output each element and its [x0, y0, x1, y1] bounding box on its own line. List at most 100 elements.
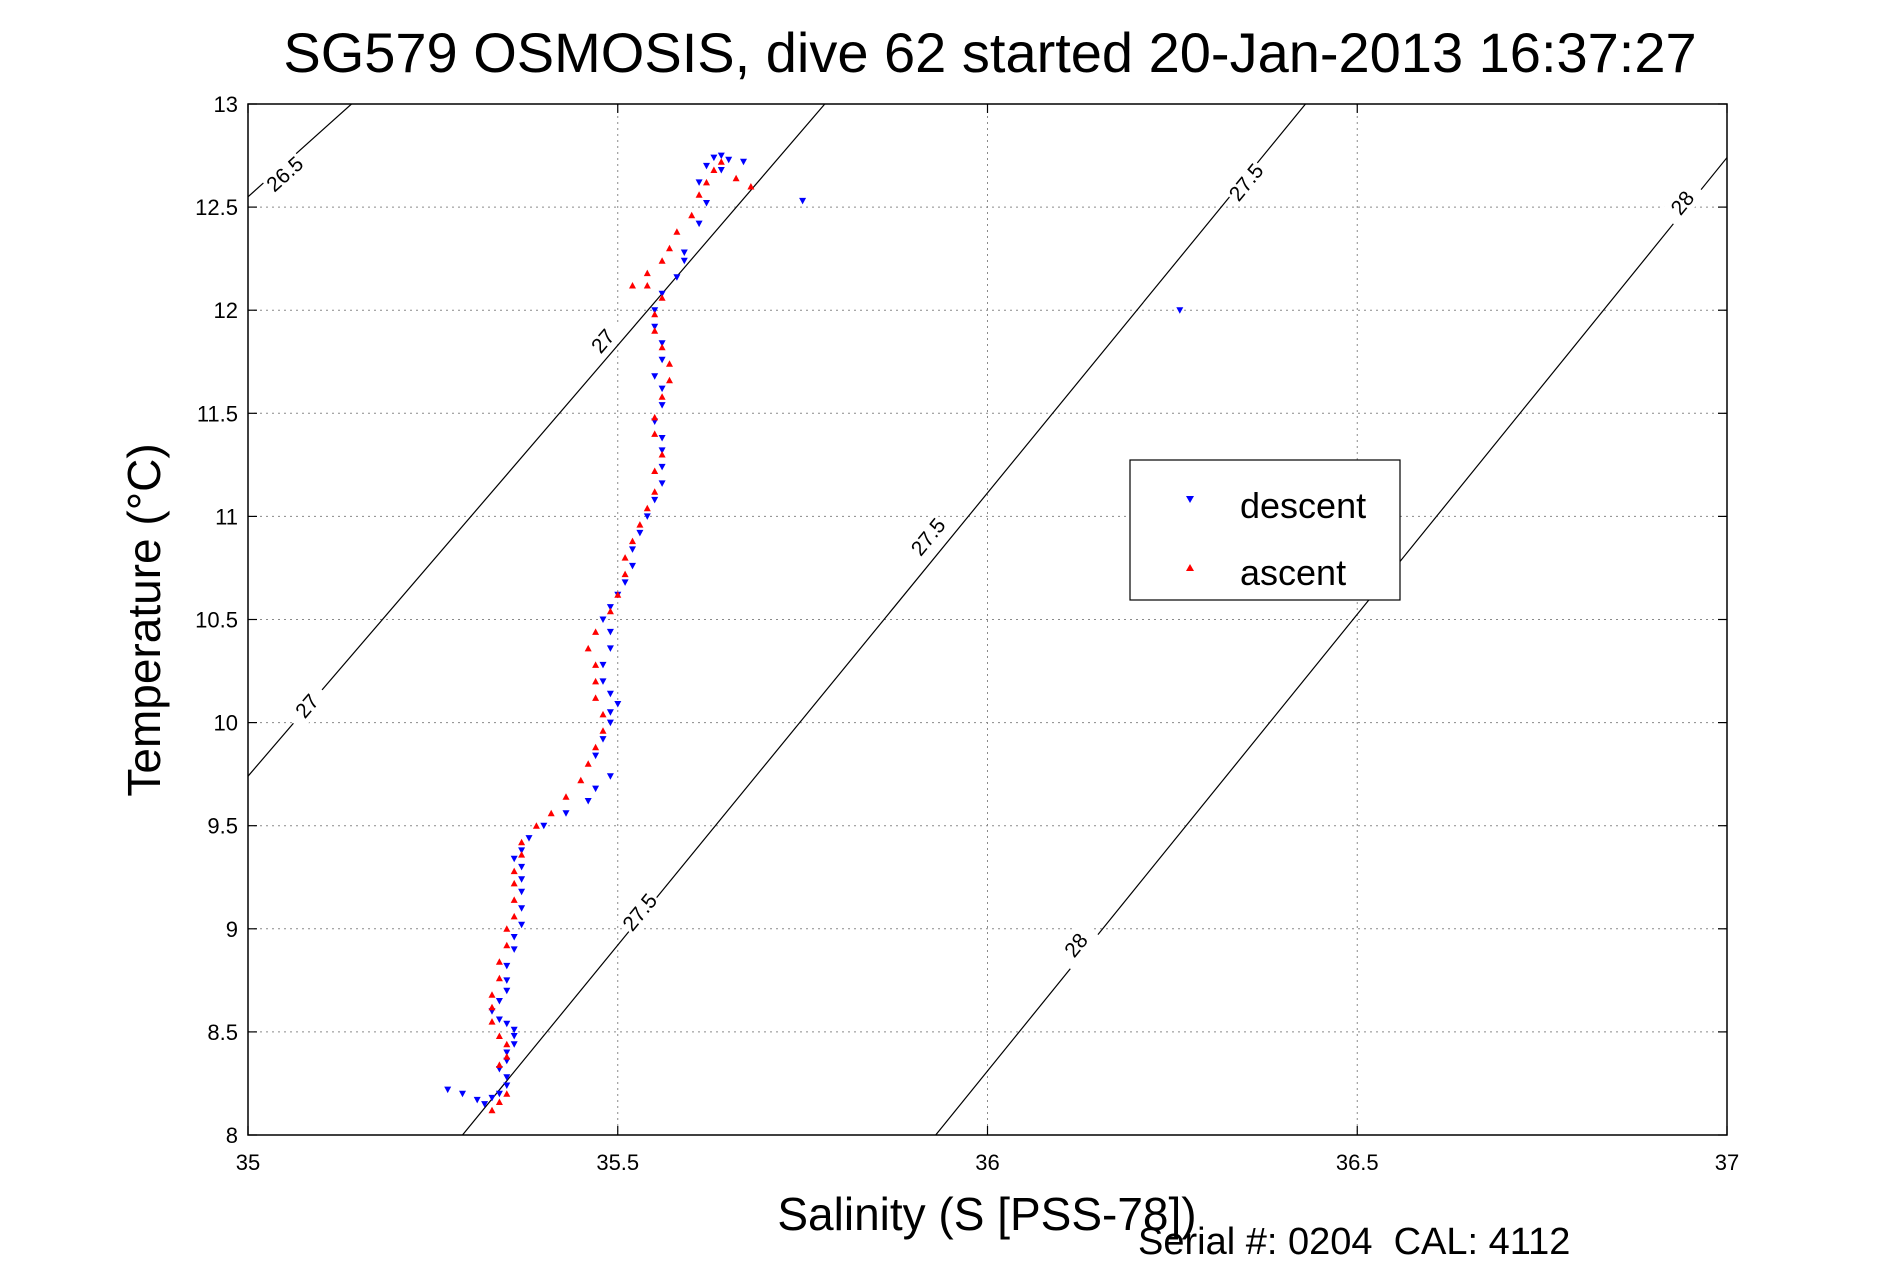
descent-point [606, 719, 614, 727]
descent-point [717, 167, 725, 174]
descent-point [658, 402, 666, 409]
ascent-point [599, 710, 607, 718]
y-tick-label: 9 [226, 917, 238, 942]
ascent-point [503, 1090, 511, 1097]
descent-point [680, 249, 688, 256]
contour-label: 27.5 [907, 514, 951, 560]
ascent-point [703, 178, 710, 186]
descent-point [599, 736, 607, 743]
contour-27.5 [462, 104, 1306, 1135]
descent-point [658, 463, 666, 471]
y-tick-label: 12 [214, 298, 238, 323]
descent-point [606, 773, 614, 780]
descent-point [621, 579, 629, 586]
legend-box [1129, 459, 1401, 601]
ascent-point [658, 451, 666, 458]
descent-point [725, 156, 733, 164]
y-axis-label: Temperature (°C) [118, 443, 170, 796]
footer-serial-cal: Serial #: 0204 CAL: 4112 [1138, 1221, 1570, 1262]
descent-point [606, 690, 614, 698]
ascent-point [510, 867, 518, 875]
descent-point [606, 628, 614, 636]
descent-point [680, 257, 688, 265]
ascent-point [510, 879, 518, 887]
ascent-point [695, 191, 703, 198]
ascent-point [643, 282, 651, 289]
descent-point [495, 1016, 503, 1023]
descent-point [651, 373, 659, 380]
ascent-point [495, 974, 503, 982]
legend-descent-label: descent [1240, 485, 1366, 526]
descent-point [503, 977, 511, 984]
descent-point [651, 496, 659, 504]
contour-label-bg [905, 512, 952, 562]
ascent-point [658, 294, 666, 301]
ascent-point [747, 183, 755, 190]
ascent-point [503, 1053, 511, 1060]
ascent-point [518, 851, 526, 858]
descent-point [658, 385, 666, 393]
descent-point [510, 855, 518, 863]
ascent-point [488, 1003, 496, 1011]
ascent-point [658, 343, 666, 351]
y-tick-label: 11.5 [197, 401, 238, 426]
descent-point [740, 158, 747, 166]
descent-point [1176, 307, 1184, 314]
legend-descent-marker [1186, 496, 1194, 503]
descent-point [584, 798, 592, 805]
descent-point [503, 1082, 511, 1089]
descent-point [562, 810, 570, 817]
ascent-point [621, 570, 629, 578]
ascent-point [651, 413, 659, 421]
ascent-point [710, 166, 718, 173]
descent-point [629, 562, 636, 570]
ascent-point [503, 1040, 511, 1048]
descent-point [636, 529, 644, 537]
ascent-point [518, 838, 526, 846]
ascent-point [510, 912, 518, 920]
descent-point [606, 709, 614, 716]
ascent-point [651, 430, 659, 437]
x-tick-label: 35 [236, 1150, 260, 1175]
ascent-point [510, 896, 518, 903]
descent-point [495, 1090, 503, 1098]
descent-point [510, 934, 518, 941]
descent-point [673, 274, 681, 281]
ascent-point [503, 925, 511, 932]
ascent-point [658, 393, 666, 400]
ascent-point [621, 554, 629, 561]
descent-point [518, 863, 526, 871]
ascent-point [584, 644, 592, 652]
legend-ascent-marker [1186, 564, 1194, 571]
ascent-point [658, 257, 666, 264]
descent-point [658, 290, 666, 298]
y-tick-label: 10.5 [195, 608, 238, 633]
descent-point [599, 661, 607, 669]
ascent-point [636, 521, 644, 528]
descent-point [518, 921, 526, 929]
ascent-point [495, 1098, 503, 1105]
descent-point [503, 962, 511, 970]
ascent-point [651, 488, 659, 495]
ascent-point [547, 809, 555, 817]
contour-label-bg [260, 150, 310, 198]
descent-point [658, 356, 666, 364]
descent-point [503, 987, 511, 995]
ascent-point [643, 504, 651, 512]
descent-point [495, 998, 503, 1005]
descent-point [695, 179, 703, 186]
ascent-point [673, 228, 681, 235]
y-tick-label: 11 [215, 504, 238, 529]
ascent-point [643, 269, 651, 277]
data-points [444, 152, 1184, 1114]
legend: descent ascent [1129, 459, 1401, 601]
descent-point [643, 513, 651, 520]
descent-point [510, 1033, 518, 1040]
ascent-point [592, 677, 600, 685]
y-tick-label: 12.5 [195, 195, 238, 220]
descent-point [444, 1086, 452, 1094]
ascent-point [651, 310, 659, 318]
ascent-point [488, 1106, 496, 1114]
descent-point [799, 197, 807, 205]
y-tick-label: 10 [214, 711, 238, 736]
